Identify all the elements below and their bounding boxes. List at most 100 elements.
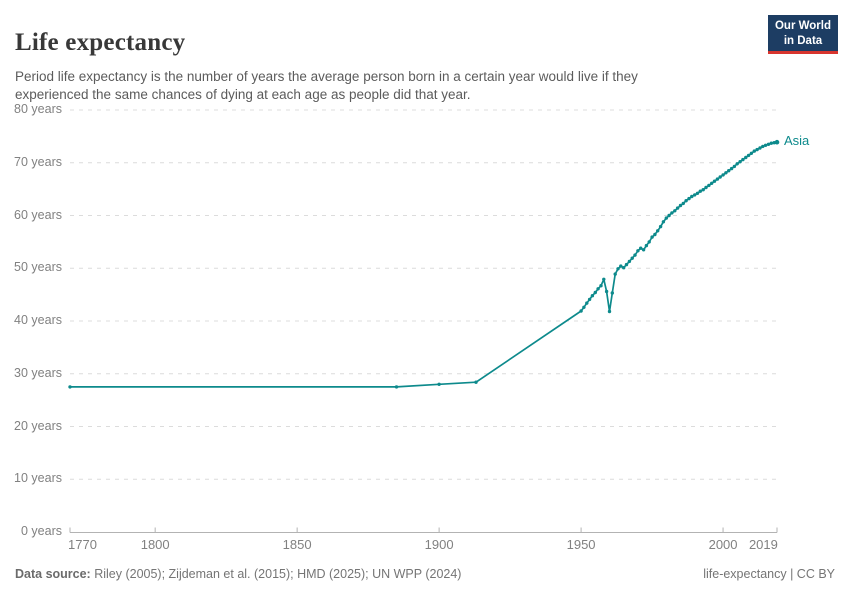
data-point (630, 256, 634, 260)
license-note[interactable]: life-expectancy | CC BY (703, 567, 835, 581)
data-point (707, 183, 711, 188)
data-point (633, 253, 637, 257)
data-point (670, 211, 674, 215)
data-point (613, 272, 617, 276)
data-point (619, 264, 623, 268)
data-point (610, 291, 614, 295)
y-tick-label: 50 years (14, 260, 62, 275)
data-point (661, 220, 666, 224)
data-point (582, 305, 586, 309)
x-tick-label: 1800 (140, 537, 170, 552)
data-point (616, 267, 620, 271)
y-tick-label: 80 years (14, 102, 62, 116)
data-point (675, 206, 680, 210)
y-tick-label: 30 years (14, 365, 62, 380)
data-point (599, 284, 603, 288)
y-tick-label: 20 years (14, 418, 62, 433)
data-source-label: Data source: (15, 567, 91, 581)
chart-subtitle: Period life expectancy is the number of … (15, 68, 638, 102)
data-point (749, 151, 754, 155)
data-point (658, 224, 663, 229)
data-point (596, 287, 600, 291)
x-tick-label: 1850 (282, 537, 312, 552)
data-point (693, 193, 697, 197)
data-point (585, 301, 589, 305)
data-point (752, 149, 756, 153)
data-point (593, 290, 597, 295)
y-tick-label: 10 years (14, 471, 62, 486)
owid-logo-line2: in Data (783, 34, 823, 47)
data-point (604, 289, 609, 294)
y-tick-label: 0 years (21, 524, 62, 538)
data-point (695, 191, 700, 195)
data-point (741, 157, 745, 162)
data-point (647, 240, 651, 244)
y-tick-label: 40 years (14, 313, 62, 327)
data-point (738, 160, 742, 164)
data-point (727, 169, 731, 173)
data-point (437, 382, 441, 386)
data-point (474, 380, 478, 384)
data-point (744, 155, 748, 160)
x-tick-label: 1950 (566, 537, 596, 552)
data-point (681, 201, 685, 206)
data-point (636, 249, 640, 253)
data-point (732, 164, 737, 169)
data-point (690, 194, 694, 199)
x-tick-label: 1900 (424, 537, 454, 552)
data-point (673, 209, 677, 213)
data-point (735, 162, 739, 166)
data-point (684, 199, 688, 203)
owid-logo-line1: Our World (774, 20, 831, 32)
data-point (624, 262, 629, 267)
data-source-text: Riley (2005); Zijdeman et al. (2015); HM… (90, 567, 462, 581)
data-point (627, 259, 632, 264)
data-point (704, 185, 708, 190)
data-point (687, 196, 691, 201)
series-line (69, 141, 778, 388)
page-title: Life expectancy (15, 28, 186, 56)
series-end-dot (774, 139, 780, 145)
data-point (590, 294, 595, 298)
data-point (656, 229, 660, 233)
data-point (639, 246, 643, 250)
data-point (667, 213, 671, 218)
data-point (715, 177, 720, 181)
data-point (653, 232, 657, 237)
x-tick-label: 2019 (748, 537, 778, 552)
data-source-note: Data source: Riley (2005); Zijdeman et a… (15, 567, 461, 581)
data-point (644, 243, 649, 248)
data-point (664, 216, 668, 220)
chart-footer: Data source: Riley (2005); Zijdeman et a… (15, 567, 835, 581)
data-point (622, 266, 626, 270)
data-point (729, 166, 734, 171)
data-point (68, 385, 72, 389)
y-tick-label: 70 years (14, 154, 62, 169)
data-point (758, 146, 762, 150)
owid-logo[interactable]: Our World in Data (768, 15, 838, 55)
data-point (721, 173, 725, 177)
data-point (769, 141, 773, 145)
data-point (602, 277, 606, 281)
data-point (712, 179, 717, 183)
data-point (718, 175, 722, 179)
data-point (763, 143, 768, 147)
data-point (678, 203, 683, 208)
data-point (650, 235, 654, 239)
data-point (607, 309, 612, 314)
data-point (701, 188, 705, 192)
data-point (746, 153, 751, 158)
data-point (698, 189, 702, 193)
data-point (579, 309, 583, 313)
x-tick-label: 2000 (708, 537, 738, 552)
x-tick-label: 1770 (68, 537, 97, 552)
y-tick-label: 60 years (14, 207, 62, 222)
data-point (724, 171, 728, 175)
series-label-asia[interactable]: Asia (784, 133, 810, 149)
data-point (710, 181, 714, 185)
data-point (641, 248, 646, 252)
data-point (766, 142, 771, 146)
data-point (755, 147, 759, 152)
